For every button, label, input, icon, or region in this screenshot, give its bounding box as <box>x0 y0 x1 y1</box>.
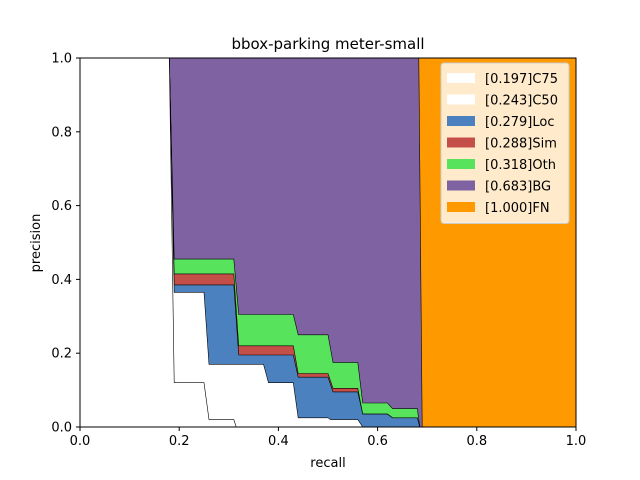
legend: [0.197]C75 [0.243]C50 [0.279]Loc [0.288]Sim… <box>440 62 570 224</box>
chart-title: bbox-parking meter-small <box>231 35 424 53</box>
legend-swatch-fn <box>447 202 475 212</box>
legend-label-fn: [1.000]FN <box>485 201 550 216</box>
legend-swatch-bg <box>447 180 475 191</box>
y-tick-label: 0.0 <box>51 421 72 436</box>
legend-swatch-loc <box>447 116 475 126</box>
axes: 0.0 0.2 0.4 0.6 0.8 1.0 0.0 0.2 0.4 0.6 0.8 1.0 <box>51 52 586 450</box>
x-tick-label: 0.2 <box>169 434 190 449</box>
legend-label-c75: [0.197]C75 <box>485 72 558 87</box>
x-tick-label: 1.0 <box>566 434 587 449</box>
legend-label-sim: [0.288]Sim <box>485 137 557 152</box>
legend-label-bg: [0.683]BG <box>485 180 551 195</box>
plot-frame <box>79 57 577 428</box>
area-c50 <box>80 58 576 427</box>
legend-swatch-oth <box>447 159 475 169</box>
legend-label-oth: [0.318]Oth <box>485 158 556 173</box>
y-tick-label: 0.8 <box>51 125 72 140</box>
y-axis-label: precision <box>29 214 44 273</box>
y-tick-label: 0.6 <box>51 199 72 214</box>
x-tick-label: 0.4 <box>268 434 289 449</box>
legend-swatch-c75 <box>447 73 475 83</box>
x-tick-label: 0.6 <box>367 434 388 449</box>
x-tick-label: 0.0 <box>70 434 91 449</box>
y-tick-label: 1.0 <box>51 52 72 67</box>
legend-swatch-c50 <box>447 94 475 105</box>
y-tick-label: 0.2 <box>51 347 72 362</box>
y-tick-label: 0.4 <box>51 273 72 288</box>
area-c75 <box>80 58 576 427</box>
legend-label-c50: [0.243]C50 <box>485 94 558 109</box>
legend-label-loc: [0.279]Loc <box>485 115 554 130</box>
x-tick-label: 0.8 <box>466 434 487 449</box>
x-axis-label: recall <box>310 456 345 471</box>
legend-swatch-sim <box>447 137 475 148</box>
